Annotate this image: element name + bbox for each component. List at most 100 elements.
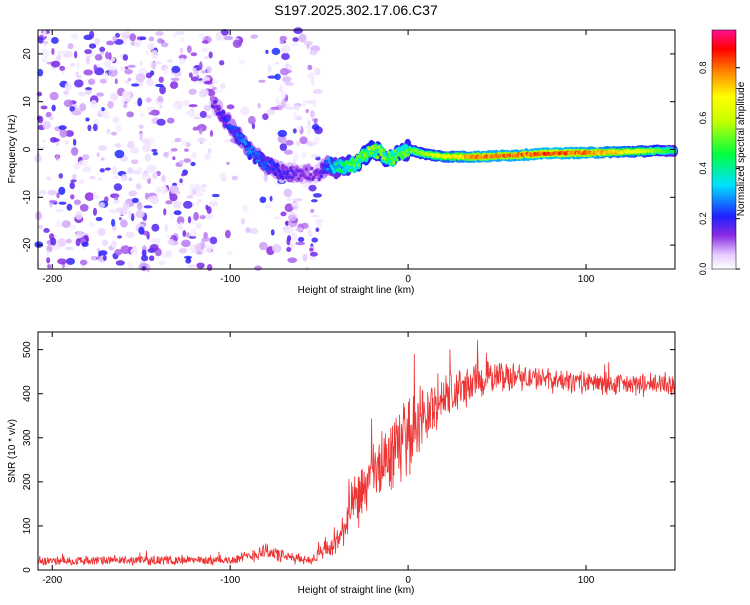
spectrogram-noise-dot <box>310 199 318 203</box>
spectrogram-ridge-cell <box>395 158 399 162</box>
spectrogram-noise-dot <box>70 194 75 200</box>
snr-x-ticks: -200 -100 0 100 <box>42 332 595 586</box>
spectrogram-noise-dot <box>206 264 213 271</box>
spectrogram-y-ticks: 20 10 0 -10 -20 <box>22 48 675 252</box>
spectrogram-ridge-cell <box>249 150 253 155</box>
snr-series-line <box>37 340 676 567</box>
snr-y-tick-label: 300 <box>22 429 33 446</box>
spectrogram-noise-dot <box>310 154 320 158</box>
spectrogram-noise-dot <box>293 112 297 121</box>
snr-y-tick-label: 200 <box>22 473 33 490</box>
spectrogram-ridge-cell <box>393 149 397 153</box>
spectrogram-ridge-cell <box>284 175 288 180</box>
spectrogram-noise-dot <box>309 247 314 252</box>
spectrogram-noise-dot <box>152 172 158 180</box>
spectrogram-ridge-cell <box>349 168 353 173</box>
spectrogram-x-ticks: -200 -100 0 100 <box>42 30 595 285</box>
spectrogram-noise-dot <box>35 211 42 221</box>
spectrogram-noise-dot <box>135 73 146 83</box>
spectrogram-noise-dot <box>196 262 205 269</box>
spectrogram-noise-dot <box>193 211 199 221</box>
spectrogram-noise-dot <box>164 223 169 232</box>
spectrogram-noise-dot <box>220 28 229 36</box>
spectrogram-noise-dot <box>128 177 133 182</box>
spectrogram-noise-dot <box>169 193 178 202</box>
spectrogram-noise-dot <box>48 200 58 204</box>
spectrogram-noise-dot <box>292 128 297 134</box>
spectrogram-noise-dot <box>148 255 155 262</box>
spectrogram-noise-dot <box>134 39 142 48</box>
spectrogram-noise-dot <box>120 173 128 182</box>
spectrogram-noise-dot <box>101 239 109 247</box>
spectrogram-noise-dot <box>57 238 67 247</box>
spectrogram-ridge-cell <box>358 154 362 159</box>
spectrogram-ridge-cell <box>400 156 405 160</box>
spectrogram-noise-dot <box>98 250 108 256</box>
spectrogram-noise-dot <box>56 50 66 55</box>
spectrogram-noise-dot <box>96 152 100 158</box>
snr-x-tick-label: -100 <box>220 575 240 586</box>
spectrogram-noise-dot <box>226 250 233 256</box>
spectrogram-noise-dot <box>150 61 157 69</box>
spectrogram-noise-dot <box>106 40 115 46</box>
spectrogram-noise-dot <box>141 254 149 262</box>
spectrogram-ridge-cell <box>317 177 321 182</box>
spectrogram-noise-dot <box>138 226 145 235</box>
spectrogram-noise-dot <box>170 147 178 152</box>
spectrogram-ridge-cell <box>367 146 371 151</box>
spectrogram-noise-dot <box>130 213 135 222</box>
spectrogram-ridge-cell <box>315 168 319 173</box>
spectrogram-noise-dot <box>56 192 60 199</box>
spectrogram-noise-dot <box>226 104 235 110</box>
spectrogram-noise-dot <box>285 139 294 146</box>
spectrogram-noise-dot <box>145 97 153 103</box>
spectrogram-noise-dot <box>281 98 287 108</box>
spectrogram-noise-dot <box>160 42 169 48</box>
spectrogram-noise-dot <box>87 78 96 85</box>
spectrogram-noise-dot <box>63 99 73 108</box>
spectrogram-noise-dot <box>258 79 266 83</box>
spectrogram-noise-dot <box>112 116 120 124</box>
spectrogram-ridge-cell <box>220 115 224 119</box>
spectrogram-noise-dot <box>281 90 287 99</box>
spectrogram-ridge-cell <box>246 141 252 149</box>
spectrogram-ridge-cell <box>334 162 338 166</box>
spectrogram-noise-dot <box>266 108 276 115</box>
spectrogram-noise-dot <box>55 154 59 161</box>
spectrogram-noise-dot <box>146 78 154 87</box>
spectrogram-noise-dot <box>104 72 109 80</box>
spectrogram-noise-dot <box>77 91 87 97</box>
spectrogram-noise-dot <box>292 158 296 165</box>
spectrogram-noise-dot <box>93 191 97 199</box>
colorbar-tick-label: 0.8 <box>698 61 708 74</box>
spectrogram-noise-dot <box>219 83 226 89</box>
spectrogram-noise-dot <box>209 200 219 207</box>
spectrogram-noise-dot <box>193 70 199 75</box>
spectrogram-noise-dot <box>149 243 159 251</box>
spectrogram-ridge-cell <box>322 166 327 171</box>
spectrogram-noise-dot <box>201 40 209 44</box>
spectrogram-noise-dot <box>124 68 133 75</box>
spectrogram-noise-dot <box>124 66 129 70</box>
spectrogram-noise-dot <box>315 156 321 161</box>
spectrogram-noise-dot <box>159 260 166 266</box>
spectrogram-noise-dot <box>313 118 318 125</box>
spectrogram-ridge-cell <box>287 175 291 179</box>
spectrogram-noise-dot <box>185 142 191 148</box>
spectrogram-noise-dot <box>199 110 207 119</box>
spectrogram-ridge-cell <box>223 116 227 120</box>
spectrogram-noise-dot <box>73 162 80 171</box>
spectrogram-noise-dot <box>36 262 42 268</box>
spectrogram-noise-dot <box>309 251 319 257</box>
spectrogram-ridge-cell <box>270 160 274 164</box>
spectrogram-noise-dot <box>112 166 118 175</box>
spectrogram-noise-dot <box>264 204 272 209</box>
spectrogram-noise-dot <box>139 61 143 66</box>
spectrogram-noise-dot <box>150 195 160 205</box>
spectrogram-noise-dot <box>174 30 185 36</box>
spectrogram-noise-dot <box>144 153 151 162</box>
spectrogram-ridge-cell <box>350 157 354 162</box>
spectrogram-noise-dot <box>40 105 48 110</box>
spectrogram-noise-dot <box>65 238 72 244</box>
